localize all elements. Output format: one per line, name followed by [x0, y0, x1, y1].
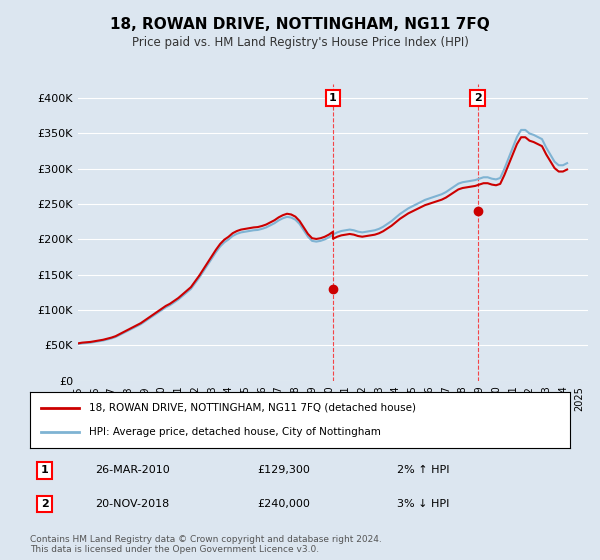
- Text: HPI: Average price, detached house, City of Nottingham: HPI: Average price, detached house, City…: [89, 427, 381, 437]
- Text: 3% ↓ HPI: 3% ↓ HPI: [397, 499, 449, 509]
- Text: 2: 2: [41, 499, 49, 509]
- Text: 1: 1: [329, 93, 337, 103]
- Text: Contains HM Land Registry data © Crown copyright and database right 2024.
This d: Contains HM Land Registry data © Crown c…: [30, 535, 382, 554]
- Text: 2: 2: [474, 93, 482, 103]
- Text: Price paid vs. HM Land Registry's House Price Index (HPI): Price paid vs. HM Land Registry's House …: [131, 36, 469, 49]
- Text: 2% ↑ HPI: 2% ↑ HPI: [397, 465, 450, 475]
- Text: 1: 1: [41, 465, 49, 475]
- Text: £240,000: £240,000: [257, 499, 310, 509]
- Text: 20-NOV-2018: 20-NOV-2018: [95, 499, 169, 509]
- Text: £129,300: £129,300: [257, 465, 310, 475]
- Text: 18, ROWAN DRIVE, NOTTINGHAM, NG11 7FQ: 18, ROWAN DRIVE, NOTTINGHAM, NG11 7FQ: [110, 17, 490, 32]
- Text: 18, ROWAN DRIVE, NOTTINGHAM, NG11 7FQ (detached house): 18, ROWAN DRIVE, NOTTINGHAM, NG11 7FQ (d…: [89, 403, 416, 413]
- Text: 26-MAR-2010: 26-MAR-2010: [95, 465, 170, 475]
